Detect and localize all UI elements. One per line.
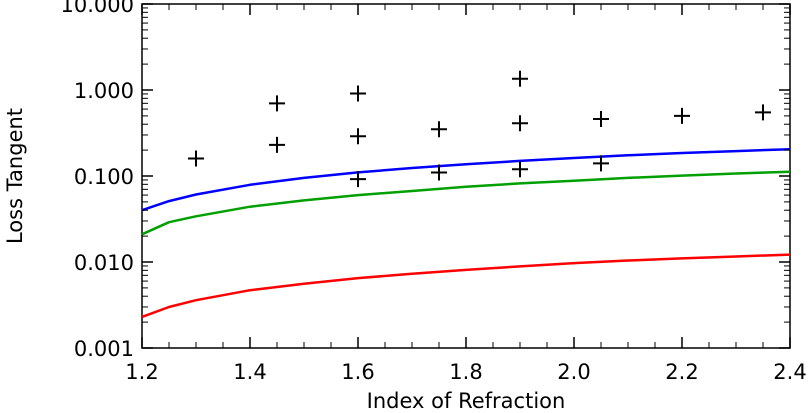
- data-point-plus: [431, 121, 447, 138]
- x-tick-label: 1.4: [233, 360, 266, 384]
- series-line-2: [141, 170, 791, 236]
- y-axis-title: Loss Tangent: [3, 108, 27, 244]
- series-line-1: [141, 147, 791, 212]
- data-point-plus: [350, 85, 366, 102]
- data-point-plus: [512, 70, 528, 87]
- x-tick-label: 1.2: [125, 360, 158, 384]
- data-point-plus: [674, 107, 690, 124]
- y-tick-label: 0.010: [74, 251, 134, 275]
- points-layer: [188, 70, 771, 188]
- y-tick-label: 0.001: [74, 337, 134, 361]
- data-point-plus: [512, 161, 528, 178]
- data-point-plus: [431, 164, 447, 181]
- x-tick-label: 1.6: [341, 360, 374, 384]
- data-point-plus: [350, 171, 366, 188]
- data-point-plus: [269, 95, 285, 112]
- x-tick-label: 1.8: [449, 360, 482, 384]
- data-point-plus: [512, 115, 528, 132]
- y-tick-label: 1.000: [74, 79, 134, 103]
- x-axis-title: Index of Refraction: [367, 389, 566, 413]
- data-point-plus: [593, 111, 609, 128]
- series-line-3: [141, 253, 791, 319]
- data-point-plus: [269, 136, 285, 153]
- y-tick-label: 0.100: [74, 165, 134, 189]
- ticks-layer: 1.2 1.4 1.6 1.8 2.0 2.2 2.4 0.001 0.010 0.100 1.00…: [61, 0, 807, 384]
- x-tick-label: 2.4: [773, 360, 806, 384]
- data-point-plus: [350, 128, 366, 145]
- series-layer: [141, 147, 791, 319]
- x-tick-label: 2.0: [557, 360, 590, 384]
- x-tick-label: 2.2: [665, 360, 698, 384]
- y-tick-label: 10.000: [61, 0, 134, 17]
- data-point-plus: [755, 104, 771, 121]
- data-point-plus: [188, 150, 204, 167]
- data-point-plus: [593, 155, 609, 172]
